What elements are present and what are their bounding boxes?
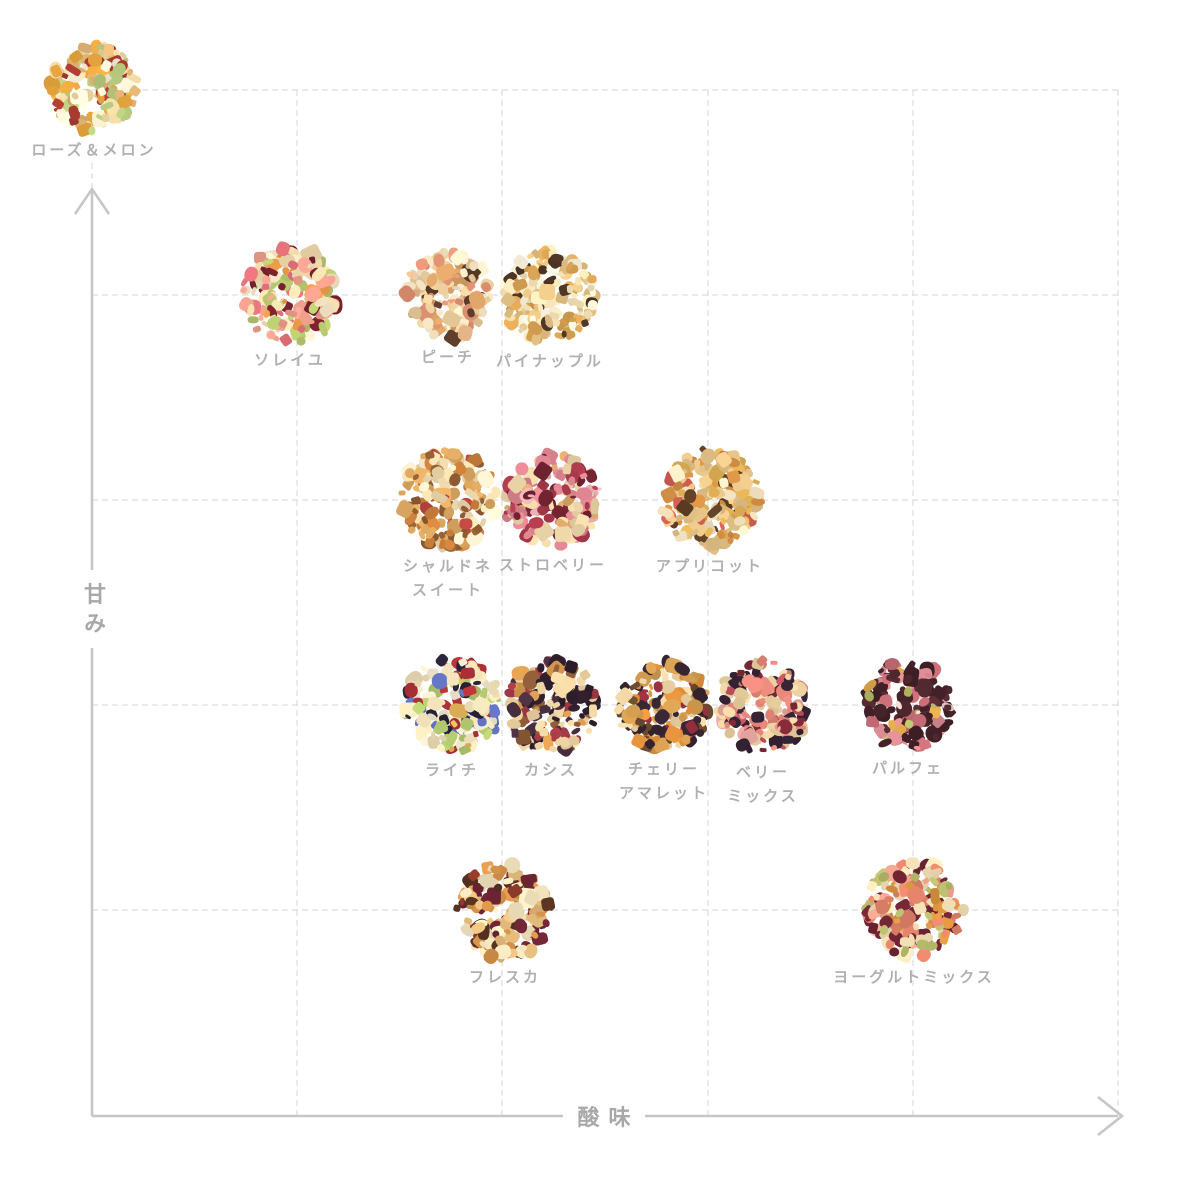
blend-photo-peach[interactable] [396,246,496,348]
fruit-chunk [683,488,697,504]
blend-photo-strawberry[interactable] [499,446,603,551]
fruit-chunk [539,727,550,737]
blend-photo-pineapple[interactable] [497,244,603,346]
blend-label-rose-melon: ローズ＆メロン [31,142,157,159]
fruit-chunk [466,904,474,910]
blend-label-apricot: アプリコット [655,558,764,575]
fruit-chunk [262,283,269,291]
fruit-chunk [510,503,516,513]
fruit-chunk [247,316,259,325]
fruit-chunk [586,274,597,283]
fruit-chunk [574,324,583,334]
blend-label-berry-mix: ベリー ミックス [727,764,799,805]
blend-label-lychee: ライチ [424,762,479,779]
blend-photo-yogurt-mix[interactable] [859,854,970,965]
fruit-chunk [446,448,461,461]
blend-photo-parfait[interactable] [859,656,957,753]
y-axis-arrow-icon [73,186,111,215]
blend-photo-cherry-amaretto[interactable] [613,653,715,756]
fruit-chunk [584,726,594,736]
fruit-chunk [473,680,482,686]
fruit-chunk [430,731,435,739]
fruit-chunk [569,495,576,499]
fruit-chunk [460,667,475,680]
blend-label-soleil: ソレイユ [254,352,326,369]
blend-label-strawberry: ストロベリー [498,557,607,574]
fruit-chunk [584,501,590,510]
fruit-chunk [738,524,750,536]
blend-label-pineapple: パイナップル [496,353,604,370]
blend-photo-apricot[interactable] [656,444,767,556]
fruit-chunk [539,896,556,912]
blend-label-peach: ピーチ [420,349,475,366]
fruit-chunk [588,719,598,728]
x-axis-arrow-icon [1097,1095,1125,1137]
fruit-chunk [543,513,555,523]
fruit-chunk [561,330,568,338]
fruit-chunk [88,53,103,67]
blend-photo-cassis[interactable] [502,652,604,759]
fruit-chunk [478,308,488,317]
y-axis-label: 甘み [81,582,106,641]
fruit-chunk [945,882,953,890]
fruit-chunk [459,897,465,906]
fruit-chunk [923,940,938,952]
fruit-chunk [398,490,406,497]
fruit-chunk [650,697,661,710]
fruit-chunk [751,710,765,724]
fruit-chunk [641,688,648,693]
blend-label-cherry-amaretto: チェリー アマレット [618,761,709,802]
fruit-chunk [538,283,555,301]
fruit-chunk [912,923,919,931]
fruit-chunk [944,704,952,712]
fruit-chunk [570,462,583,473]
fruit-chunk [684,471,694,478]
fruit-chunk [737,669,745,677]
blend-photo-chardonnay-sweet[interactable] [394,446,504,554]
fruit-chunk [252,324,262,334]
blend-photo-rose-melon[interactable] [40,37,143,138]
blend-label-yogurt-mix: ヨーグルトミックス [833,969,995,986]
fruit-chunk [769,660,778,666]
blend-label-parfait: パルフェ [871,760,944,777]
blend-photo-soleil[interactable] [237,240,344,347]
blend-photo-lychee[interactable] [398,652,503,756]
x-axis-label: 酸味 [577,1105,640,1130]
fruit-chunk [418,664,429,673]
fruit-chunk [913,745,921,751]
fruit-chunk [456,323,473,342]
fruit-chunk [459,517,473,530]
fruit-chunk [759,748,767,753]
blend-label-fresca: フレスカ [468,969,541,986]
fruit-chunk [589,704,598,718]
fruit-chunk [452,904,461,913]
fruit-chunk [447,672,460,686]
fruit-chunk [548,745,558,753]
fruit-chunk [511,728,519,738]
fruit-chunk [790,701,799,710]
fruit-chunk [554,525,572,542]
fruit-chunk [566,284,574,294]
fruit-chunk [88,126,96,136]
fruit-chunk [102,113,110,123]
blend-label-chardonnay-sweet: シャルドネ スイート [402,558,493,599]
fruit-chunk [464,742,471,748]
fruit-chunk [422,293,434,304]
fruit-chunk [591,498,600,514]
blend-label-cassis: カシス [523,762,578,779]
fruit-chunk [647,689,653,698]
blend-photo-berry-mix[interactable] [711,654,813,757]
fruit-chunk [562,463,572,475]
fruit-chunk [899,936,915,948]
fruit-chunk [782,736,794,745]
fruit-chunk [550,731,558,742]
blend-photo-fresca[interactable] [452,853,556,966]
fruit-chunk [462,531,469,538]
